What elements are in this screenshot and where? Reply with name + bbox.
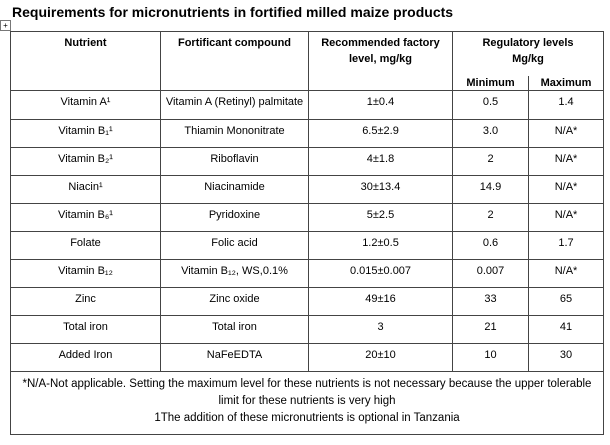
table-cell: Folic acid [160, 231, 309, 260]
table-cell: N/A* [528, 259, 604, 288]
table-cell: N/A* [528, 147, 604, 176]
table-cell: 41 [528, 315, 604, 344]
table-cell: Total iron [160, 315, 309, 344]
table-cell: Niacin¹ [10, 175, 161, 204]
table-cell: Vitamin B₁₂, WS,0.1% [160, 259, 309, 288]
table-cell: 1.7 [528, 231, 604, 260]
table-cell: N/A* [528, 203, 604, 232]
footnote: 1The addition of these micronutrients is… [154, 412, 460, 424]
table-cell: 10 [452, 343, 529, 372]
table-cell: Vitamin B₆¹ [10, 203, 161, 232]
table-cell: Zinc oxide [160, 287, 309, 316]
header-cell: Maximum [528, 75, 604, 91]
table-body: Vitamin A¹ Vitamin A (Retinyl) palmitate 1… [10, 90, 604, 435]
table-handle: + [0, 20, 11, 31]
table-cell: 2 [452, 147, 529, 176]
table-cell: 20±10 [308, 343, 453, 372]
table-cell: 5±2.5 [308, 203, 453, 232]
table-cell: N/A* [528, 175, 604, 204]
header-cell: Fortificant compound [160, 31, 309, 91]
table-cell: Niacinamide [160, 175, 309, 204]
table-row: Folate Folic acid 1.2±0.5 0.6 1.7 [10, 231, 604, 260]
header-unit: Mg/kg [512, 53, 544, 65]
table-cell: 0.015±0.007 [308, 259, 453, 288]
header-cell: Nutrient [10, 31, 161, 91]
table-cell: 33 [452, 287, 529, 316]
table-cell: Vitamin B₁₂ [10, 259, 161, 288]
header-cell: Minimum [452, 75, 529, 91]
table-cell: Vitamin A (Retinyl) palmitate [160, 90, 309, 120]
table-row: Zinc Zinc oxide 49±16 33 65 [10, 287, 604, 316]
footnote-row: *N/A-Not applicable. Setting the maximum… [10, 371, 604, 435]
table-cell: N/A* [528, 119, 604, 148]
table-cell: 1.4 [528, 90, 604, 120]
table-cell: 1±0.4 [308, 90, 453, 120]
table-cell: 1.2±0.5 [308, 231, 453, 260]
footnote: *N/A-Not applicable. Setting the maximum… [22, 378, 592, 407]
table-cell: 0.007 [452, 259, 529, 288]
table-cell: 6.5±2.9 [308, 119, 453, 148]
table-cell: 21 [452, 315, 529, 344]
table-cell: 3 [308, 315, 453, 344]
table-cell: Zinc [10, 287, 161, 316]
table-cell: 0.5 [452, 90, 529, 120]
table-row: Vitamin B₁¹ Thiamin Mononitrate 6.5±2.9 3.0… [10, 119, 604, 148]
table-cell: 4±1.8 [308, 147, 453, 176]
table-cell: 65 [528, 287, 604, 316]
table-row: Vitamin B₆¹ Pyridoxine 5±2.5 2 N/A* [10, 203, 604, 232]
table-cell: Folate [10, 231, 161, 260]
title: Requirements for micronutrients in forti… [12, 4, 454, 20]
table-cell: Thiamin Mononitrate [160, 119, 309, 148]
table-cell: Riboflavin [160, 147, 309, 176]
table-cell: 3.0 [452, 119, 529, 148]
footnote-cell: *N/A-Not applicable. Setting the maximum… [10, 371, 604, 435]
table-row: Vitamin B₁₂ Vitamin B₁₂, WS,0.1% 0.015±0.0… [10, 259, 604, 288]
table-cell: Vitamin B₁¹ [10, 119, 161, 148]
table-cell: 14.9 [452, 175, 529, 204]
table-cell: 2 [452, 203, 529, 232]
table-cell: Added Iron [10, 343, 161, 372]
table-cell: NaFeEDTA [160, 343, 309, 372]
table-cell: Vitamin A¹ [10, 90, 161, 120]
table-row: Added Iron NaFeEDTA 20±10 10 30 [10, 343, 604, 372]
table-cell: Pyridoxine [160, 203, 309, 232]
table-cell: 30±13.4 [308, 175, 453, 204]
header-group: Regulatory levels Mg/kg [452, 31, 604, 76]
table-cell: 0.6 [452, 231, 529, 260]
table-cell: Total iron [10, 315, 161, 344]
table-cell: 30 [528, 343, 604, 372]
table-row: Niacin¹ Niacinamide 30±13.4 14.9 N/A* [10, 175, 604, 204]
header-cell: Recommended factory level, mg/kg [308, 31, 453, 91]
table-cell: 49±16 [308, 287, 453, 316]
table-row: Total iron Total iron 3 21 41 [10, 315, 604, 344]
table-cell: Vitamin B₂¹ [10, 147, 161, 176]
table: Nutrient Fortificant compound Recommende… [10, 31, 604, 435]
table-row: Vitamin B₂¹ Riboflavin 4±1.8 2 N/A* [10, 147, 604, 176]
table-row: Vitamin A¹ Vitamin A (Retinyl) palmitate 1… [10, 90, 604, 120]
header-cell: Regulatory levels [482, 37, 574, 49]
